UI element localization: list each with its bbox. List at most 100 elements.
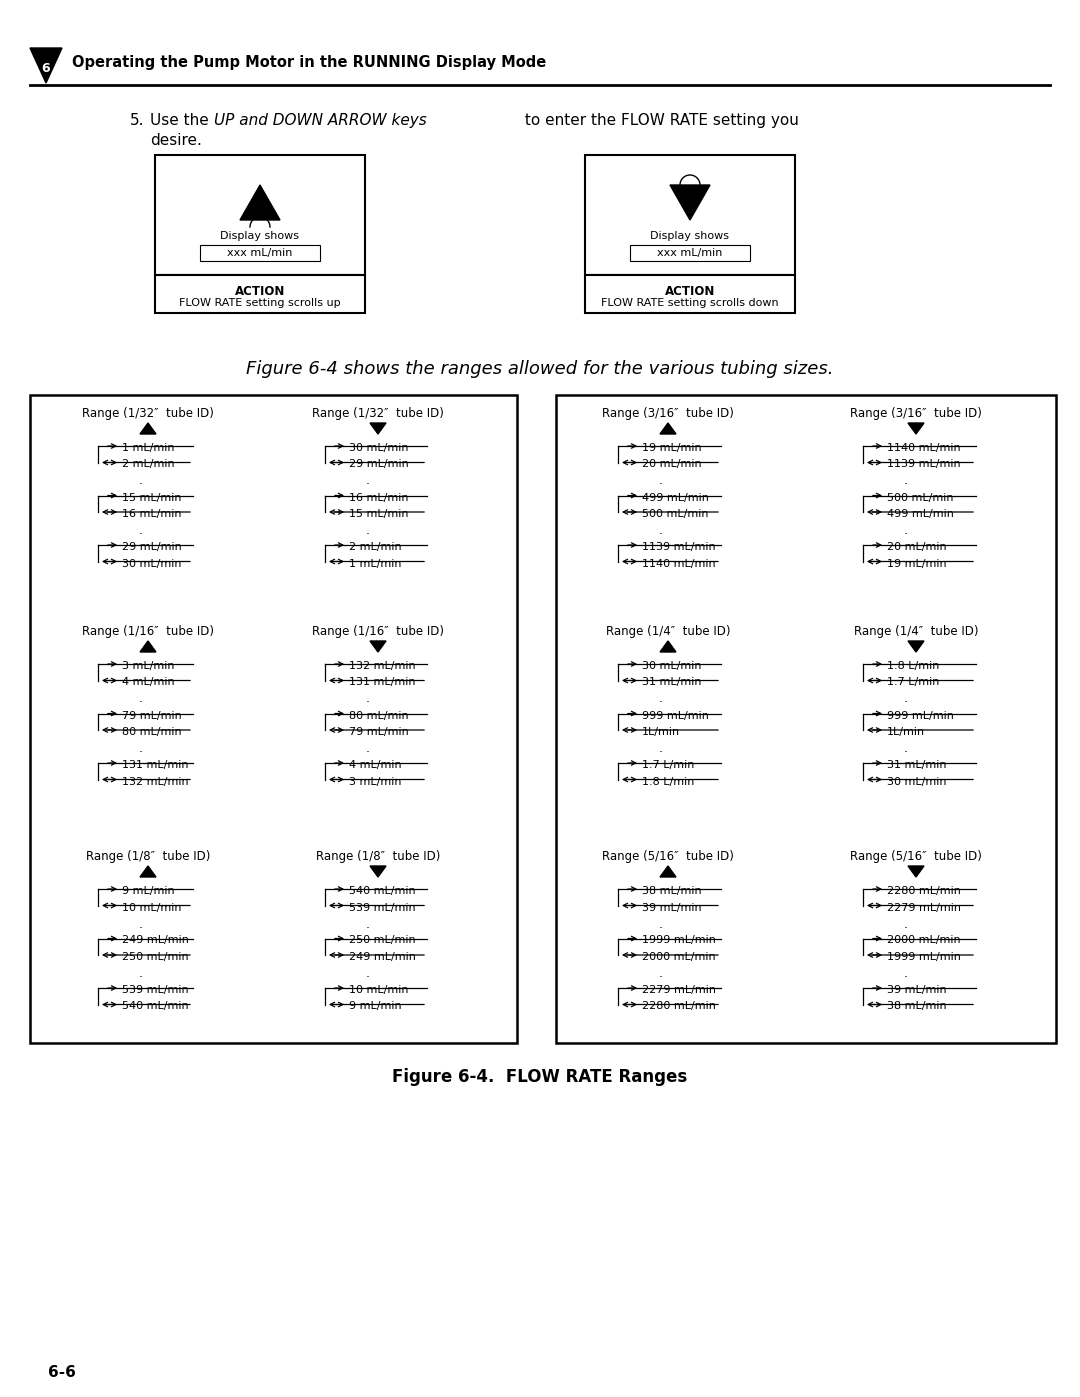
Text: Range (1/16″  tube ID): Range (1/16″ tube ID): [82, 624, 214, 638]
Polygon shape: [370, 866, 386, 877]
Text: Range (1/16″  tube ID): Range (1/16″ tube ID): [312, 624, 444, 638]
Text: Range (1/4″  tube ID): Range (1/4″ tube ID): [606, 624, 730, 638]
Text: .: .: [139, 475, 143, 488]
Text: 1139 mL/min: 1139 mL/min: [887, 460, 960, 469]
Text: 2000 mL/min: 2000 mL/min: [887, 936, 960, 946]
Text: .: .: [139, 918, 143, 930]
Text: .: .: [366, 524, 370, 536]
Text: 19 mL/min: 19 mL/min: [887, 559, 947, 569]
Text: Use the: Use the: [150, 113, 214, 129]
Polygon shape: [908, 866, 924, 877]
Text: 2280 mL/min: 2280 mL/min: [887, 886, 961, 895]
Text: 30 mL/min: 30 mL/min: [349, 443, 408, 453]
Bar: [156, 275, 365, 313]
Text: 29 mL/min: 29 mL/min: [349, 460, 408, 469]
Text: .: .: [366, 918, 370, 930]
Text: 2279 mL/min: 2279 mL/min: [642, 985, 716, 995]
Text: 39 mL/min: 39 mL/min: [887, 985, 947, 995]
Text: 1140 mL/min: 1140 mL/min: [887, 443, 960, 453]
Text: 4 mL/min: 4 mL/min: [122, 678, 175, 687]
Text: 131 mL/min: 131 mL/min: [122, 760, 189, 770]
Text: 15 mL/min: 15 mL/min: [122, 493, 181, 503]
Text: to enter the FLOW RATE setting you: to enter the FLOW RATE setting you: [519, 113, 799, 129]
Text: 80 mL/min: 80 mL/min: [349, 711, 408, 721]
Text: 20 mL/min: 20 mL/min: [887, 542, 947, 552]
Text: 9 mL/min: 9 mL/min: [122, 886, 175, 895]
Bar: [156, 155, 365, 275]
Text: 540 mL/min: 540 mL/min: [122, 1002, 189, 1011]
Text: 999 mL/min: 999 mL/min: [642, 711, 708, 721]
Text: .: .: [659, 918, 663, 930]
Text: Range (5/16″  tube ID): Range (5/16″ tube ID): [602, 849, 734, 863]
Text: 1.7 L/min: 1.7 L/min: [887, 678, 940, 687]
Text: 1139 mL/min: 1139 mL/min: [642, 542, 716, 552]
Text: ACTION: ACTION: [234, 285, 285, 298]
Text: Operating the Pump Motor in the RUNNING Display Mode: Operating the Pump Motor in the RUNNING …: [72, 56, 546, 70]
Text: 16 mL/min: 16 mL/min: [349, 493, 408, 503]
Text: 9 mL/min: 9 mL/min: [349, 1002, 402, 1011]
Text: 31 mL/min: 31 mL/min: [887, 760, 946, 770]
Text: 1140 mL/min: 1140 mL/min: [642, 559, 716, 569]
Bar: [585, 275, 795, 313]
Text: .: .: [904, 918, 908, 930]
Text: 999 mL/min: 999 mL/min: [887, 711, 954, 721]
Bar: [200, 244, 320, 261]
Text: .: .: [659, 475, 663, 488]
Text: 499 mL/min: 499 mL/min: [887, 509, 954, 520]
Polygon shape: [908, 423, 924, 434]
Polygon shape: [30, 47, 62, 82]
Text: 500 mL/min: 500 mL/min: [642, 509, 708, 520]
Text: 31 mL/min: 31 mL/min: [642, 678, 702, 687]
Text: 80 mL/min: 80 mL/min: [122, 726, 181, 738]
Text: Range (1/32″  tube ID): Range (1/32″ tube ID): [312, 407, 444, 420]
Polygon shape: [660, 641, 676, 652]
Text: .: .: [904, 742, 908, 754]
Text: Range (3/16″  tube ID): Range (3/16″ tube ID): [602, 407, 734, 420]
Polygon shape: [140, 641, 156, 652]
Text: 19 mL/min: 19 mL/min: [642, 443, 702, 453]
Text: 1999 mL/min: 1999 mL/min: [887, 951, 961, 963]
Text: 249 mL/min: 249 mL/min: [122, 936, 189, 946]
Polygon shape: [370, 641, 386, 652]
Text: 29 mL/min: 29 mL/min: [122, 542, 181, 552]
Text: .: .: [366, 742, 370, 754]
Polygon shape: [140, 423, 156, 434]
Polygon shape: [370, 423, 386, 434]
Text: desire.: desire.: [150, 133, 202, 148]
Text: Range (5/16″  tube ID): Range (5/16″ tube ID): [850, 849, 982, 863]
Text: 38 mL/min: 38 mL/min: [642, 886, 702, 895]
Polygon shape: [660, 866, 676, 877]
Polygon shape: [908, 641, 924, 652]
Text: 539 mL/min: 539 mL/min: [122, 985, 189, 995]
Text: ACTION: ACTION: [665, 285, 715, 298]
Polygon shape: [240, 184, 280, 219]
Text: 132 mL/min: 132 mL/min: [349, 661, 416, 671]
Text: 1L/min: 1L/min: [642, 726, 680, 738]
Text: 2 mL/min: 2 mL/min: [122, 460, 175, 469]
Bar: [630, 244, 750, 261]
Text: 79 mL/min: 79 mL/min: [349, 726, 408, 738]
Text: .: .: [139, 693, 143, 705]
Text: .: .: [139, 742, 143, 754]
Text: 249 mL/min: 249 mL/min: [349, 951, 416, 963]
Text: 1.8 L/min: 1.8 L/min: [642, 777, 694, 787]
Text: 30 mL/min: 30 mL/min: [122, 559, 181, 569]
Text: 30 mL/min: 30 mL/min: [642, 661, 702, 671]
Text: 5.: 5.: [130, 113, 145, 129]
Text: 30 mL/min: 30 mL/min: [887, 777, 946, 787]
Text: UP and DOWN ARROW keys: UP and DOWN ARROW keys: [214, 113, 427, 129]
Text: 16 mL/min: 16 mL/min: [122, 509, 181, 520]
Polygon shape: [660, 423, 676, 434]
Text: Display shows: Display shows: [220, 231, 299, 242]
Text: 3 mL/min: 3 mL/min: [122, 661, 175, 671]
Text: 10 mL/min: 10 mL/min: [122, 902, 181, 912]
Text: 539 mL/min: 539 mL/min: [349, 902, 416, 912]
Text: 2280 mL/min: 2280 mL/min: [642, 1002, 716, 1011]
Text: 500 mL/min: 500 mL/min: [887, 493, 954, 503]
Text: 10 mL/min: 10 mL/min: [349, 985, 408, 995]
Bar: [585, 155, 795, 275]
Bar: [30, 395, 517, 1044]
Text: .: .: [366, 475, 370, 488]
Text: Range (1/8″  tube ID): Range (1/8″ tube ID): [315, 849, 441, 863]
Text: .: .: [659, 742, 663, 754]
